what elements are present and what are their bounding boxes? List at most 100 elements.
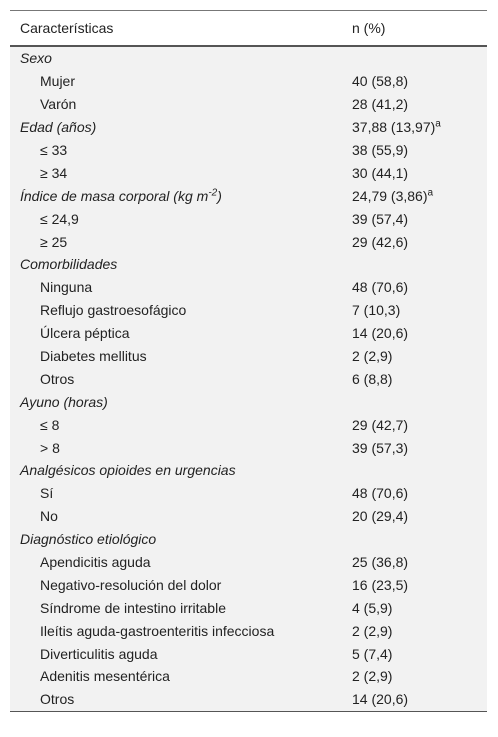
table-row: Diverticulitis aguda 5 (7,4)	[10, 642, 487, 665]
value-text: 29 (42,7)	[352, 416, 409, 433]
label-text: Analgésicos opioides en urgencias	[20, 462, 236, 479]
value-text: 37,88 (13,97)	[352, 119, 436, 136]
value-text: 38 (55,9)	[352, 142, 409, 158]
label-text: Úlcera péptica	[40, 325, 130, 342]
section-label: Sexo	[10, 50, 340, 66]
label-text: Índice de masa corporal (kg m	[20, 187, 209, 204]
section-row: Diagnóstico etiológico	[10, 528, 487, 551]
table-row: Reflujo gastroesofágico 7 (10,3)	[10, 299, 487, 322]
label-text: Otros	[40, 691, 75, 708]
label-text: Ninguna	[40, 279, 93, 296]
label-superscript: -2	[208, 187, 218, 199]
table-row: Síndrome de intestino irritable 4 (5,9)	[10, 596, 487, 619]
table-row: Ileítis aguda-gastroenteritis infecciosa…	[10, 619, 487, 642]
row-label: Diabetes mellitus	[10, 348, 340, 364]
value-text: 24,79 (3,86)	[352, 187, 428, 204]
value-text: 39 (57,3)	[352, 439, 409, 456]
row-label: Ileítis aguda-gastroenteritis infecciosa	[10, 623, 340, 639]
row-value: 14 (20,6)	[340, 325, 487, 341]
row-label: Apendicitis aguda	[10, 554, 340, 570]
table-header: Características n (%)	[10, 11, 487, 45]
row-label: Varón	[10, 96, 340, 112]
label-text: ≤ 8	[40, 416, 60, 433]
row-label: Otros	[10, 691, 340, 707]
table-top-rule	[10, 10, 487, 11]
section-row: Índice de masa corporal (kg m-2) 24,79 (3…	[10, 184, 487, 207]
row-value: 2 (2,9)	[340, 668, 487, 684]
row-label: Úlcera péptica	[10, 325, 340, 341]
label-text: > 8	[40, 439, 60, 456]
row-value: 16 (23,5)	[340, 577, 487, 593]
table-row: ≤ 24,9 39 (57,4)	[10, 207, 487, 230]
value-text: 25 (36,8)	[352, 554, 409, 571]
table-bottom-rule	[10, 710, 487, 712]
row-label: ≥ 25	[10, 234, 340, 250]
value-text: 4 (5,9)	[352, 599, 393, 616]
label-text: Ileítis aguda-gastroenteritis infecciosa	[40, 622, 275, 639]
table-row: ≤ 33 38 (55,9)	[10, 139, 487, 162]
row-value: 7 (10,3)	[340, 302, 487, 318]
row-label: Sí	[10, 485, 340, 501]
section-row: Analgésicos opioides en urgencias	[10, 459, 487, 482]
section-row: Ayuno (horas)	[10, 390, 487, 413]
row-value: 29 (42,7)	[340, 417, 487, 433]
table-row: > 8 39 (57,3)	[10, 436, 487, 459]
label-text: Otros	[40, 370, 75, 387]
row-value: 30 (44,1)	[340, 165, 487, 181]
value-text: 2 (2,9)	[352, 668, 393, 685]
label-text: Ayuno (horas)	[20, 393, 108, 410]
table-row: No 20 (29,4)	[10, 505, 487, 528]
label-text: Edad (años)	[20, 119, 97, 136]
value-text: 28 (41,2)	[352, 96, 409, 113]
label-text: No	[40, 508, 58, 525]
value-text: 14 (20,6)	[352, 691, 409, 708]
value-text: 48 (70,6)	[352, 279, 409, 296]
row-label: Negativo-resolución del dolor	[10, 577, 340, 593]
label-text: Reflujo gastroesofágico	[40, 302, 187, 319]
label-text: Diverticulitis aguda	[40, 645, 158, 662]
label-text: Apendicitis aguda	[40, 554, 151, 571]
table-row: ≥ 25 29 (42,6)	[10, 230, 487, 253]
row-value: 29 (42,6)	[340, 234, 487, 250]
value-text: 39 (57,4)	[352, 210, 409, 227]
row-label: ≤ 8	[10, 417, 340, 433]
label-text: Varón	[40, 96, 77, 113]
value-footnote-marker: a	[435, 118, 441, 130]
table-row: ≤ 8 29 (42,7)	[10, 413, 487, 436]
row-value: 24,79 (3,86)a	[340, 188, 487, 204]
row-label: ≤ 24,9	[10, 211, 340, 227]
row-value: 6 (8,8)	[340, 371, 487, 387]
label-text: Sexo	[20, 50, 52, 67]
table-row: Varón 28 (41,2)	[10, 93, 487, 116]
row-label: ≥ 34	[10, 165, 340, 181]
row-value: 48 (70,6)	[340, 279, 487, 295]
section-label: Edad (años)	[10, 119, 340, 135]
section-label: Índice de masa corporal (kg m-2)	[10, 188, 340, 204]
label-text: ≤ 24,9	[40, 210, 79, 227]
label-text: Comorbilidades	[20, 256, 118, 273]
table-row: Adenitis mesentérica 2 (2,9)	[10, 665, 487, 688]
row-label: Diverticulitis aguda	[10, 646, 340, 662]
table-header-rule	[10, 45, 487, 47]
row-value: 37,88 (13,97)a	[340, 119, 487, 135]
label-text: ≤ 33	[40, 142, 68, 158]
value-text: 7 (10,3)	[352, 302, 401, 319]
row-value: 14 (20,6)	[340, 691, 487, 707]
section-label: Analgésicos opioides en urgencias	[10, 462, 340, 478]
value-text: 14 (20,6)	[352, 325, 409, 342]
table-row: Otros 14 (20,6)	[10, 688, 487, 711]
section-row: Comorbilidades	[10, 253, 487, 276]
row-value: 25 (36,8)	[340, 554, 487, 570]
value-text: 48 (70,6)	[352, 485, 409, 502]
section-label: Diagnóstico etiológico	[10, 531, 340, 547]
table-row: ≥ 34 30 (44,1)	[10, 161, 487, 184]
row-value: 2 (2,9)	[340, 348, 487, 364]
table-body: Sexo Mujer 40 (58,8) Varón 28 (41,2) Edad (añ…	[10, 47, 487, 711]
section-row: Edad (años) 37,88 (13,97)a	[10, 116, 487, 139]
value-text: 2 (2,9)	[352, 348, 393, 365]
row-label: Síndrome de intestino irritable	[10, 600, 340, 616]
row-value: 39 (57,3)	[340, 440, 487, 456]
table-row: Otros 6 (8,8)	[10, 367, 487, 390]
section-label: Ayuno (horas)	[10, 394, 340, 410]
value-text: 29 (42,6)	[352, 233, 409, 250]
